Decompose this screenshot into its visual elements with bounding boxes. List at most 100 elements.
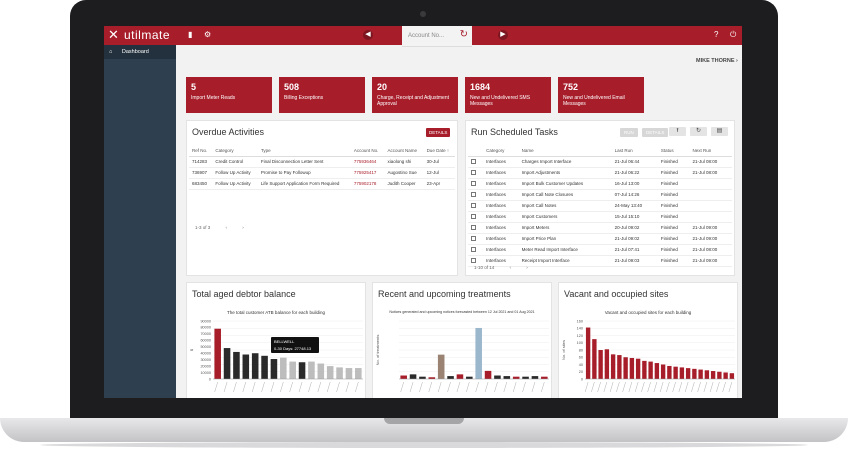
table-row[interactable]: 683450 Follow Up Activity Life Support A… <box>189 178 455 190</box>
account-search-input[interactable]: Account No... ↻ <box>402 26 472 47</box>
column-header[interactable]: Account No. <box>350 145 385 157</box>
bar[interactable] <box>585 327 591 379</box>
settings-icon[interactable]: ⚙ <box>204 30 212 39</box>
bar[interactable] <box>604 349 610 379</box>
book-icon[interactable]: ▮ <box>188 30 193 39</box>
row-checkbox[interactable] <box>471 257 476 263</box>
bar[interactable] <box>660 364 666 380</box>
upload-icon[interactable]: ⭱ <box>669 127 686 136</box>
bar[interactable] <box>409 374 417 379</box>
bar[interactable] <box>598 350 603 379</box>
column-header[interactable]: Last Run <box>611 145 658 157</box>
table-row[interactable]: Interfaces Import Bulk Customer Updates 16… <box>468 178 732 190</box>
tile-sms-messages[interactable]: 1684 New and Undelivered SMS Messages <box>465 77 551 113</box>
tile-approvals[interactable]: 20 Charge, Receipt and Adjustment Approv… <box>372 77 458 113</box>
table-row[interactable]: Interfaces Import Customers 15-Jul 15:10 Fi… <box>468 211 732 223</box>
bar[interactable] <box>704 370 710 379</box>
column-header[interactable]: Status <box>657 145 690 157</box>
bar[interactable] <box>629 357 635 379</box>
bar[interactable] <box>336 367 343 379</box>
bar[interactable] <box>698 369 703 379</box>
bar[interactable] <box>475 327 482 379</box>
bar[interactable] <box>326 366 334 379</box>
user-menu[interactable]: MIKE THORNE › <box>696 58 738 64</box>
bar[interactable] <box>400 375 407 379</box>
row-checkbox[interactable] <box>471 180 476 186</box>
bar[interactable] <box>667 365 672 379</box>
bar[interactable] <box>280 357 287 379</box>
bar[interactable] <box>531 376 539 379</box>
details-button[interactable]: DETAILS <box>642 128 669 137</box>
run-button[interactable]: RUN <box>620 128 638 137</box>
bar[interactable] <box>635 358 641 379</box>
column-header[interactable]: Category <box>212 145 258 157</box>
bar[interactable] <box>428 377 436 379</box>
bar[interactable] <box>610 354 616 379</box>
account-link[interactable]: 775936464 <box>350 156 385 168</box>
table-row[interactable]: 714283 Credit Control Final Disconnectio… <box>189 156 455 168</box>
power-icon[interactable]: ⏻ <box>730 30 737 39</box>
next-page-icon[interactable]: › <box>526 265 528 270</box>
bar[interactable] <box>522 376 529 379</box>
bar[interactable] <box>685 368 691 379</box>
bar[interactable] <box>512 376 520 379</box>
column-header[interactable]: Name <box>518 145 612 157</box>
back-arrow-icon[interactable]: ◀ <box>363 30 373 40</box>
refresh-icon[interactable]: ↻ <box>690 127 707 136</box>
bar[interactable] <box>437 354 445 379</box>
bar[interactable] <box>642 360 647 379</box>
table-row[interactable]: 736907 Follow Up Activity Promise to Pay… <box>189 167 455 179</box>
row-checkbox[interactable] <box>471 235 476 241</box>
bar[interactable] <box>729 373 735 379</box>
column-header[interactable]: Category <box>483 145 519 157</box>
bar[interactable] <box>654 363 660 379</box>
bar[interactable] <box>317 363 325 379</box>
tile-email-messages[interactable]: 752 New and Undelivered Email Messages <box>558 77 644 113</box>
bar[interactable] <box>673 366 678 379</box>
bar[interactable] <box>233 351 240 379</box>
table-row[interactable]: Interfaces Meter Read Import Interface 21-… <box>468 244 732 256</box>
bar[interactable] <box>710 371 716 379</box>
bar[interactable] <box>466 376 473 379</box>
table-row[interactable]: Interfaces Import Adjustments 21-Jul 06:22… <box>468 167 732 179</box>
bar[interactable] <box>214 328 221 379</box>
table-row[interactable]: Interfaces Import Price Plan 21-Jul 09:02 F… <box>468 233 732 245</box>
bar[interactable] <box>456 374 464 379</box>
bar[interactable] <box>648 361 653 379</box>
bar[interactable] <box>617 355 622 379</box>
column-header[interactable]: Next Run <box>689 145 732 157</box>
refresh-icon[interactable]: ↻ <box>459 29 468 40</box>
row-checkbox[interactable] <box>471 169 476 175</box>
next-page-icon[interactable]: › <box>242 225 244 230</box>
column-header[interactable]: Type <box>257 145 351 157</box>
help-icon[interactable]: ? <box>714 30 719 39</box>
row-checkbox[interactable] <box>471 213 476 219</box>
bar[interactable] <box>242 354 250 379</box>
bar[interactable] <box>308 361 315 379</box>
bar[interactable] <box>355 368 362 379</box>
tile-import-meter-reads[interactable]: 5 Import Meter Reads <box>186 77 272 113</box>
bar[interactable] <box>623 357 628 379</box>
bar[interactable] <box>345 368 353 379</box>
bar[interactable] <box>261 355 268 379</box>
close-icon[interactable]: ✕ <box>108 27 119 42</box>
bar[interactable] <box>251 353 259 379</box>
bar[interactable] <box>592 339 597 379</box>
details-button[interactable]: DETAILS <box>426 128 451 137</box>
table-row[interactable]: Interfaces Import Call Note Closures 07-Ju… <box>468 189 732 201</box>
sidebar-item-dashboard[interactable]: ⌂ Dashboard <box>104 45 176 59</box>
column-header-due-date[interactable]: Due Date ↑ <box>423 145 455 157</box>
bar[interactable] <box>494 375 501 379</box>
bar[interactable] <box>679 367 685 379</box>
column-header[interactable]: Account Name <box>384 145 424 157</box>
bar[interactable] <box>447 376 454 379</box>
row-checkbox[interactable] <box>471 191 476 197</box>
bar[interactable] <box>270 359 278 379</box>
bar[interactable] <box>419 376 426 379</box>
prev-page-icon[interactable]: ‹ <box>225 225 228 230</box>
bar[interactable] <box>541 376 548 379</box>
bar[interactable] <box>289 361 296 379</box>
table-row[interactable]: Interfaces Import Meters 20-Jul 09:02 Finis… <box>468 222 732 234</box>
bar[interactable] <box>298 362 306 379</box>
bar[interactable] <box>723 372 728 379</box>
